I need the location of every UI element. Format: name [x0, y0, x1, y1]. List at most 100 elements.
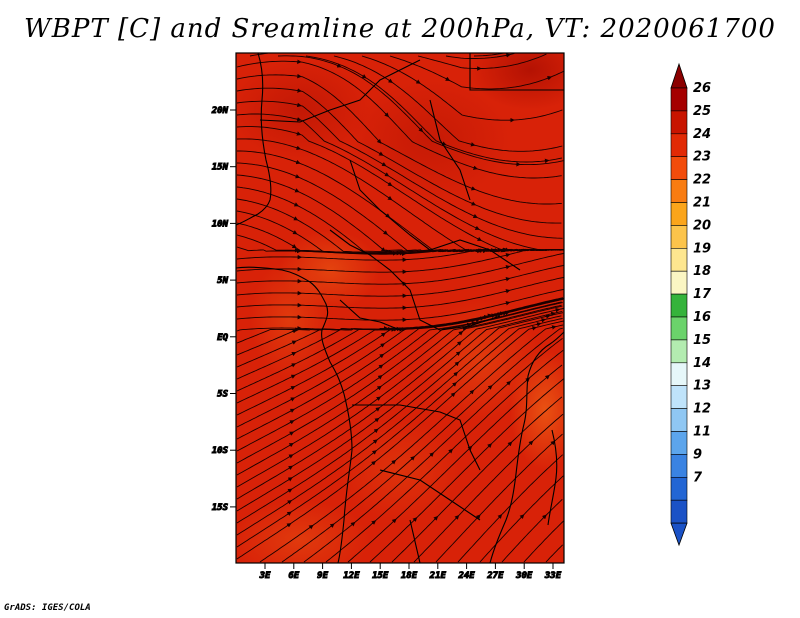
streamline-arrow: [373, 428, 379, 434]
streamline: [501, 498, 563, 563]
latitude-axis: 20N 15N 10N 5N EQ 5S 10S 15S: [210, 106, 236, 513]
streamline-arrow: [454, 514, 460, 520]
streamline-arrow: [387, 195, 393, 201]
streamline-arrow: [536, 322, 542, 327]
streamline-arrow: [387, 181, 393, 187]
streamline-arrow: [291, 363, 297, 368]
colorbar-swatch: [670, 339, 688, 364]
streamline-arrow: [476, 236, 482, 241]
streamline-arrow: [387, 78, 393, 83]
streamline-arrow: [412, 517, 418, 522]
streamline-arrow: [296, 131, 302, 136]
colorbar-swatch: [670, 248, 688, 272]
streamline: [277, 55, 564, 166]
streamline-arrow: [554, 307, 561, 313]
streamline-arrow: [379, 353, 385, 359]
streamline-arrow: [286, 511, 292, 516]
streamline-arrow: [371, 450, 377, 455]
map-frame: [235, 52, 565, 564]
streamline-arrow: [291, 244, 297, 249]
colorbar: 26 25 24 23 22 21 20 19 18 17 16 15 14 13 12 11 9 7: [670, 62, 712, 547]
lat-label: 10N: [212, 219, 229, 229]
colorbar-swatch: [670, 293, 688, 318]
streamline-arrow: [551, 325, 557, 330]
streamline: [236, 317, 563, 548]
streamline-arrow: [290, 386, 296, 391]
streamline-arrow: [361, 74, 367, 79]
streamline-arrow: [287, 477, 293, 482]
streamline-arrow: [540, 318, 546, 323]
streamline-arrow: [295, 159, 301, 165]
lon-label: 3E: [259, 571, 271, 581]
streamline-arrow: [429, 452, 435, 457]
colorbar-label: 17: [693, 287, 712, 302]
lon-label: 12E: [343, 571, 360, 581]
colorbar-top-arrow: [670, 62, 688, 89]
colorbar-swatch: [670, 408, 688, 432]
streamline-arrow: [418, 127, 424, 133]
streamline: [236, 298, 562, 428]
colorbar-swatch: [670, 87, 688, 112]
streamline: [361, 55, 563, 121]
lat-label: 5N: [217, 276, 228, 286]
streamline: [445, 53, 515, 59]
colorbar-bottom-arrow: [670, 522, 688, 547]
streamline-arrow: [288, 442, 294, 448]
streamline-arrow: [487, 385, 493, 390]
colorbar-swatch: [670, 202, 688, 226]
streamline: [236, 297, 564, 404]
streamline-arrow: [474, 317, 481, 323]
streamline-arrow: [384, 112, 390, 118]
streamline-arrow: [378, 151, 384, 156]
colorbar-label: 23: [693, 150, 711, 165]
streamline-arrow: [505, 253, 511, 258]
streamline-arrow: [380, 332, 386, 338]
streamline-arrow: [296, 102, 302, 108]
streamline-arrow: [371, 520, 377, 525]
lat-label: 15S: [212, 503, 229, 513]
colorbar-label: 12: [693, 402, 711, 417]
colorbar-label: 26: [693, 81, 711, 96]
streamline: [413, 413, 564, 563]
streamline-arrow: [380, 343, 386, 348]
streamline: [236, 315, 562, 536]
streamline-arrow: [497, 514, 503, 519]
chart-title: WBPT [C] and Sreamline at 200hPa, VT: 20…: [24, 14, 776, 44]
streamline-arrow: [471, 201, 477, 206]
streamline-arrow: [531, 326, 537, 331]
lon-label: 30E: [515, 571, 533, 581]
streamline-arrow: [384, 172, 390, 177]
streamline-arrow: [293, 202, 299, 207]
lat-label: 10S: [212, 446, 229, 456]
streamline-arrow: [505, 289, 511, 294]
streamline-arrow: [472, 165, 478, 170]
streamline-arrow: [474, 225, 480, 230]
colorbar-swatch: [670, 385, 688, 409]
streamline: [391, 396, 563, 563]
streamline-arrow: [376, 396, 382, 401]
streamline-arrow: [287, 500, 293, 505]
colorbar-label: 20: [693, 218, 711, 233]
streamline-arrow: [374, 417, 380, 423]
streamline-arrow: [433, 515, 439, 521]
colorbar-swatch: [670, 454, 688, 478]
colorbar-swatch: [670, 110, 688, 135]
streamline: [236, 320, 564, 560]
colorbar-swatch: [670, 133, 688, 158]
lon-label: 27E: [486, 571, 504, 581]
colorbar-label: 24: [693, 127, 711, 142]
lon-label: 24E: [457, 571, 475, 581]
streamline-arrow: [287, 488, 293, 493]
streamline-arrow: [350, 521, 356, 527]
streamline-arrow: [458, 330, 464, 336]
lon-label: 15E: [372, 571, 389, 581]
streamline-arrow: [289, 420, 295, 425]
streamline-arrow: [445, 76, 451, 81]
colorbar-label: 15: [693, 333, 711, 348]
streamline-arrow: [470, 186, 476, 191]
colorbar-label: 9: [693, 447, 702, 462]
colorbar-label: 13: [693, 379, 711, 394]
colorbar-label: 11: [693, 425, 711, 440]
streamline-arrow: [455, 351, 461, 356]
